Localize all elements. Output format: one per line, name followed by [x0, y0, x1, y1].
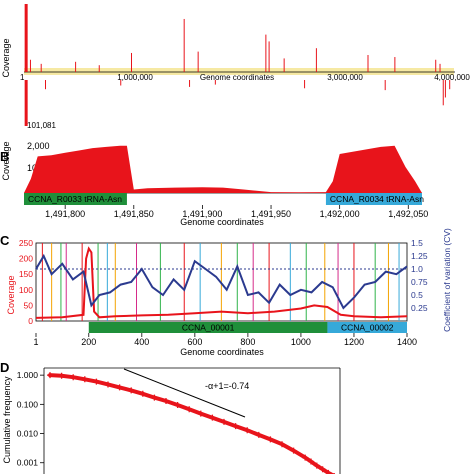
panel-d-ytick-label: 1.000 [17, 370, 39, 380]
panel-c-ytick: 250 [19, 238, 33, 248]
panel-b-xtick-label: 1,491,900 [182, 209, 222, 219]
panel-a-reverse-peaks [24, 80, 451, 126]
panel-c-y2tick: 1.0 [411, 264, 423, 274]
panel-c-y2ticks: 1.5 1.25 1.0 0.75 0.5 0.25 [411, 238, 428, 313]
panel-d-fit-line [123, 368, 246, 418]
panel-c-xtick-label: 800 [240, 337, 255, 347]
panel-b-xticks: 1,491,800 1,491,850 1,491,900 1,491,950 1,49… [45, 205, 428, 219]
panel-c-y2tick: 0.5 [411, 290, 423, 300]
panel-c-ytick: 50 [24, 300, 34, 310]
panel-b-ytick-1: 2,000 [27, 141, 50, 151]
panel-c-xtick-label: 1200 [344, 337, 364, 347]
panel-b-xlabel: Genome coordinates [180, 217, 264, 227]
panel-c-xtick-label: 200 [81, 337, 96, 347]
panel-c-xtick-label: 1400 [397, 337, 417, 347]
panel-d-ytick-label: 0.100 [17, 399, 39, 409]
panel-b-xtick-label: 1,491,800 [45, 209, 85, 219]
panel-c-y2tick: 1.5 [411, 238, 423, 248]
panel-a: Coverage 1 1,000,000 Genome coordinates … [1, 4, 470, 130]
panel-c-y2tick: 0.75 [411, 277, 428, 287]
panel-a-tick-2: 1,000,000 [117, 73, 153, 82]
panel-a-xlabel: Genome coordinates [200, 73, 274, 82]
panel-c-gene-label: CCNA_00001 [182, 323, 235, 333]
panel-d-ytick-label: 0.010 [17, 429, 39, 439]
panel-c-xtick-label: 1 [33, 337, 38, 347]
panel-c-gene-bar [88, 322, 328, 333]
panel-c-y2tick: 0.25 [411, 303, 428, 313]
panel-d-point-trace [48, 373, 335, 474]
panel-c-yticks: 250 200 150 100 50 0 [19, 238, 33, 326]
panel-c-xticks: 1 200 400 600 800 1000 1200 1400 [33, 333, 417, 347]
panel-c-cv-line [35, 253, 408, 310]
panel-b-label: B [0, 149, 9, 164]
panel-d-label: D [0, 360, 9, 375]
panel-d-ytick-label: 0.001 [17, 458, 39, 468]
panel-c-ytick: 100 [19, 285, 33, 295]
panel-d-points [47, 372, 335, 474]
panel-c-gene-label: CCNA_00002 [341, 323, 394, 333]
panel-c-feature-markers [41, 243, 400, 321]
panel-b-gene-label: CCNA_R0034 tRNA-Asn [330, 194, 424, 204]
panel-a-annotation: 101,081 [27, 121, 56, 130]
panel-b-ylabel: Coverage [1, 141, 11, 180]
panel-b-xtick-label: 1,491,950 [251, 209, 291, 219]
panel-c-xtick-label: 600 [187, 337, 202, 347]
panel-b-gene-bars: CCNA_R0033 tRNA-Asn CCNA_R0034 tRNA-Asn [24, 193, 424, 205]
panel-c-ytick: 150 [19, 269, 33, 279]
panel-c-xlabel: Genome coordinates [180, 347, 264, 357]
panel-b-xtick-label: 1,492,050 [388, 209, 428, 219]
panel-c-y2tick: 1.25 [411, 251, 428, 261]
panel-a-ylabel: Coverage [1, 38, 11, 77]
panel-a-forward-peaks [24, 4, 441, 72]
panel-b-xtick-label: 1,492,000 [320, 209, 360, 219]
panel-a-tick-3: 3,000,000 [327, 73, 363, 82]
panel-c-coverage-line [35, 246, 408, 319]
panel-b-coverage-area [24, 145, 422, 193]
panel-a-tick-4: 4,000,000 [434, 73, 470, 82]
panel-a-tick-1: 1 [20, 73, 25, 82]
panel-b-xtick-label: 1,491,850 [114, 209, 154, 219]
panel-c-ytick: 200 [19, 254, 33, 264]
panel-b-gene-bar [24, 193, 127, 205]
panel-c-ytick: 0 [28, 316, 33, 326]
panel-a-genome-highlight [24, 68, 454, 75]
panel-c: C Coverage Coefficient of variation (CV)… [0, 228, 452, 357]
panel-c-xtick-label: 1000 [291, 337, 311, 347]
panel-c-y2label: Coefficient of variation (CV) [442, 228, 452, 332]
panel-b-gene-bar [325, 193, 422, 205]
panel-d-annotation: -α+1=-0.74 [205, 381, 249, 391]
panel-d: D Cumulative frequency 1.000 0.100 0.010 0.… [0, 360, 341, 474]
panel-c-gene-bars: CCNA_00001 CCNA_00002 [88, 322, 407, 333]
panel-d-ylabel: Cumulative frequency [2, 376, 12, 464]
panel-c-gene-bar [327, 322, 407, 333]
panel-c-label: C [0, 233, 10, 248]
panel-d-yticks: 1.000 0.100 0.010 0.001 [17, 370, 44, 468]
panel-c-xtick-label: 400 [134, 337, 149, 347]
panel-b: B Coverage 2,000 1000 CCNA_R0033 tRNA-As… [0, 141, 428, 227]
panel-b-gene-label: CCNA_R0033 tRNA-Asn [28, 194, 122, 204]
panel-c-ylabel: Coverage [6, 275, 16, 314]
